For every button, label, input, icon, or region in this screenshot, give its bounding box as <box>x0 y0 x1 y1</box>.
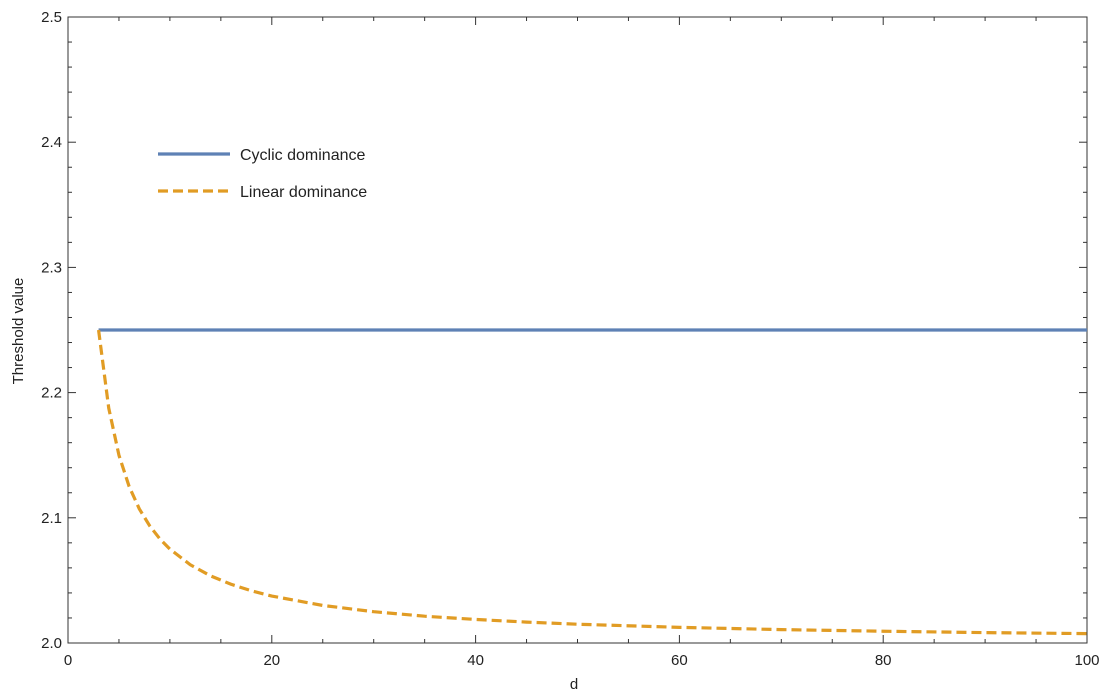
y-tick-label: 2.4 <box>41 134 62 151</box>
y-tick-label: 2.1 <box>41 510 62 527</box>
y-axis-title: Threshold value <box>10 278 27 385</box>
legend: Cyclic dominance Linear dominance <box>158 147 367 201</box>
series-lines <box>96 328 1088 636</box>
x-tick-label: 60 <box>671 652 688 669</box>
y-tick-label: 2.0 <box>41 635 62 652</box>
legend-label: Linear dominance <box>240 184 367 201</box>
axis-ticks: 0 20 40 60 80 100 2.0 2.1 2.2 2.3 2.4 2.5 <box>41 9 1099 669</box>
x-tick-label: 0 <box>64 652 72 669</box>
x-tick-label: 40 <box>467 652 484 669</box>
x-axis-title: d <box>570 676 578 693</box>
x-tick-label: 80 <box>875 652 892 669</box>
x-tick-label: 100 <box>1074 652 1099 669</box>
y-tick-label: 2.3 <box>41 259 62 276</box>
y-tick-label: 2.2 <box>41 385 62 402</box>
x-tick-label: 20 <box>263 652 280 669</box>
series-line-linear <box>96 329 1088 636</box>
legend-label: Cyclic dominance <box>240 147 365 164</box>
y-tick-label: 2.5 <box>41 9 62 26</box>
